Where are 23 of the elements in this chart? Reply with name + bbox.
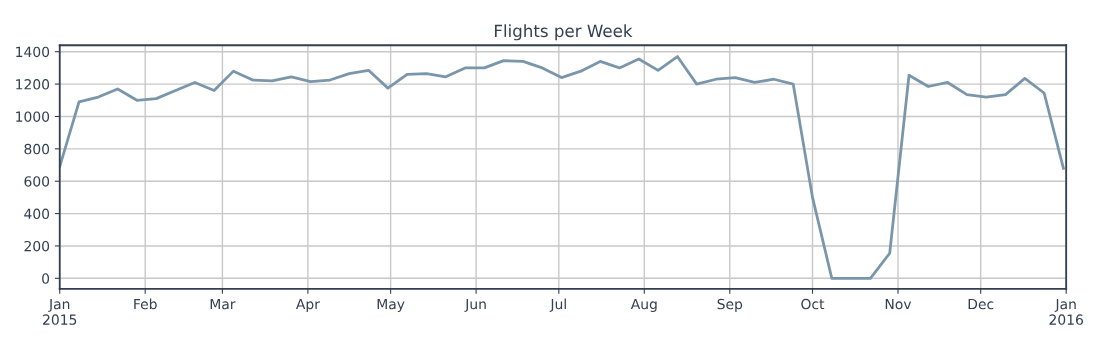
x-tick-label: Aug [630,298,657,312]
y-tick-label: 600 [24,176,50,187]
x-tick-label: Feb [134,298,157,310]
x-tick-label: Oct [801,298,825,310]
y-tick-label: 400 [24,208,50,220]
x-tick-label: Jul [549,298,566,312]
x-tick-label: Jun [464,298,486,312]
x-tick-label: Nov [885,298,912,310]
x-tick-label: Jan 2015 [43,298,77,325]
x-tick-label: May [377,298,405,312]
line-series [59,55,1065,280]
y-tick-label: 1000 [16,111,50,122]
x-tick-label: Mar [210,298,236,310]
x-tick-label: Apr [295,298,320,312]
y-tick-label: 1400 [16,46,50,58]
x-tick-label: Dec [968,298,994,310]
x-tick-label: Sep [717,298,743,312]
x-tick-label: Jan 2016 [1049,298,1083,325]
y-tick-label: 1200 [16,79,50,90]
y-tick-label: 800 [24,143,50,155]
y-tick-label: 0 [42,273,50,284]
chart-title: Flights per Week [495,24,633,41]
y-tick-label: 200 [24,240,50,252]
